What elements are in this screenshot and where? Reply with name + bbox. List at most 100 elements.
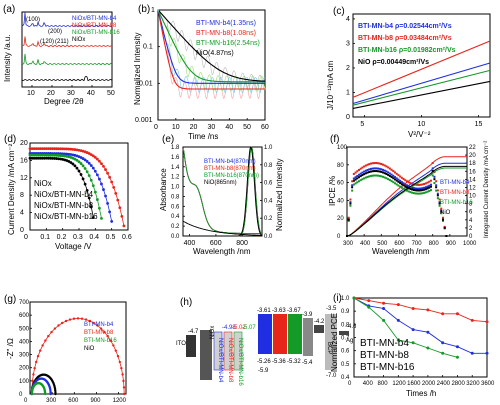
ipce-point xyxy=(388,174,391,177)
y-tick-label: 0.8 xyxy=(341,322,350,328)
y-tick-label: 0.4 xyxy=(171,214,180,220)
stability-point xyxy=(455,355,459,359)
ipce-point xyxy=(428,186,431,189)
level-label: -3.9 xyxy=(302,312,313,318)
decay-fit xyxy=(158,11,265,83)
ipce-point xyxy=(430,179,432,182)
layer-label: Ag xyxy=(346,338,353,344)
y2-tick-label: 6 xyxy=(469,210,473,216)
panel-e: (e) 400 600 800 0.0 0.2 0.4 0.6 0.8 1.0 1.2 1.4 1.6 1… xyxy=(159,134,284,256)
etl2-bar xyxy=(314,325,324,333)
ipce-point xyxy=(371,167,374,170)
ipce-point xyxy=(390,180,393,183)
ipce-point xyxy=(435,184,438,187)
ipce-point xyxy=(402,184,405,187)
ipce-point xyxy=(383,164,386,167)
y2-tick-label: 8 xyxy=(469,202,473,208)
ipce-point xyxy=(423,191,426,194)
x-tick-label: 10 xyxy=(418,121,426,128)
stability-point xyxy=(367,305,371,309)
legend-entry: BTI-MN-b8 ρ=0.03484cm²/Vs xyxy=(358,35,452,42)
ipce-point xyxy=(414,187,417,190)
ipce-point xyxy=(373,174,376,177)
x-axis-label: Wavelength /nm xyxy=(372,247,430,256)
stability-point xyxy=(411,341,415,345)
stability-point xyxy=(382,301,386,305)
ipce-point xyxy=(390,173,393,176)
plot-frame xyxy=(29,301,127,395)
ipce-point xyxy=(368,168,371,171)
stability-point xyxy=(426,308,430,312)
trend-line xyxy=(352,62,491,105)
ipce-point xyxy=(359,175,362,178)
ipce-point xyxy=(351,184,354,187)
ipce-point xyxy=(436,194,439,197)
y-tick-label: 700 xyxy=(19,300,30,306)
ipce-point xyxy=(416,192,419,195)
x-tick-label: 400 xyxy=(360,241,371,247)
ipce-point xyxy=(387,178,390,181)
legend-entry: BTI-MN-b16 xyxy=(84,338,117,344)
y-tick-label: 12 xyxy=(20,175,28,182)
legend-entry: BTI-MN-b16 xyxy=(440,200,473,206)
legend-entry: NiO(865nm) xyxy=(204,180,237,186)
ipce-point xyxy=(433,178,436,181)
ipce-point xyxy=(431,174,434,177)
x-tick-label: 800 xyxy=(236,240,248,247)
ipce-point xyxy=(378,167,381,170)
ipce-point xyxy=(411,191,414,194)
ipce-point xyxy=(438,198,441,201)
ipce-point xyxy=(373,167,376,170)
legend-entry: BTI-MN-b4 xyxy=(84,322,114,328)
ipce-point xyxy=(388,179,391,182)
ipce-point xyxy=(376,170,379,173)
ipce-point xyxy=(358,180,360,183)
y-tick-label: 60 xyxy=(337,181,344,187)
ipce-point xyxy=(380,170,383,173)
level-label: -5.07 xyxy=(242,325,256,331)
x-tick-label: 400 xyxy=(184,240,196,247)
y-tick-label: 1 xyxy=(151,7,155,14)
ipce-point xyxy=(407,181,410,184)
ipce-point xyxy=(419,189,422,192)
eis-arc xyxy=(31,382,46,395)
trend-line xyxy=(352,40,491,98)
stability-point xyxy=(411,307,415,311)
panel-label: (f) xyxy=(330,134,339,145)
panel-f: (f)300 400 500 600 700 800 900 1000020406080100… xyxy=(328,134,490,256)
y2-tick-label: 0.8 xyxy=(264,163,273,169)
ipce-point xyxy=(378,174,381,177)
ipce-point xyxy=(394,182,396,185)
legend-entry: BTI-MN-b4(1.35ns) xyxy=(196,20,256,27)
x-tick-label: 3200 xyxy=(466,381,480,387)
ipce-point xyxy=(418,192,420,195)
ipce-point xyxy=(347,219,350,222)
ipce-point xyxy=(385,173,388,176)
x-tick-label: 0 xyxy=(24,398,28,404)
ipce-point xyxy=(411,186,414,189)
ipce-point xyxy=(416,183,419,186)
ipce-point xyxy=(394,178,396,181)
legend-entry: NiOx/BTI-MN-b4 xyxy=(34,190,94,199)
y-tick-label: 0.01 xyxy=(139,80,153,87)
ipce-point xyxy=(356,177,359,180)
x-axis-label: Voltage /V xyxy=(55,242,92,251)
legend-entry: BTI-MN-b16(870nm) xyxy=(204,173,259,179)
ipce-point xyxy=(363,170,366,173)
y-axis-label: J/10⁻¹²mA cm xyxy=(326,61,335,110)
ipce-point xyxy=(358,176,360,179)
ipce-point xyxy=(419,187,422,190)
ipce-point xyxy=(356,181,359,184)
panel-label: (h) xyxy=(180,297,192,308)
y-axis-label: Intensity /a.u. xyxy=(3,34,12,82)
ipce-point xyxy=(364,169,367,172)
y-tick-label: 0.2 xyxy=(171,224,180,230)
y-axis-label: Absorbance xyxy=(159,168,168,211)
ipce-point xyxy=(397,178,400,181)
ipce-point xyxy=(418,183,420,186)
legend-entry: NiOx/BTI-MN-b16 xyxy=(72,30,120,36)
perovskite-bar xyxy=(288,314,302,354)
legend-entry: NiOx/BTI-MN-b8 xyxy=(34,201,94,210)
ipce-point xyxy=(442,216,444,219)
